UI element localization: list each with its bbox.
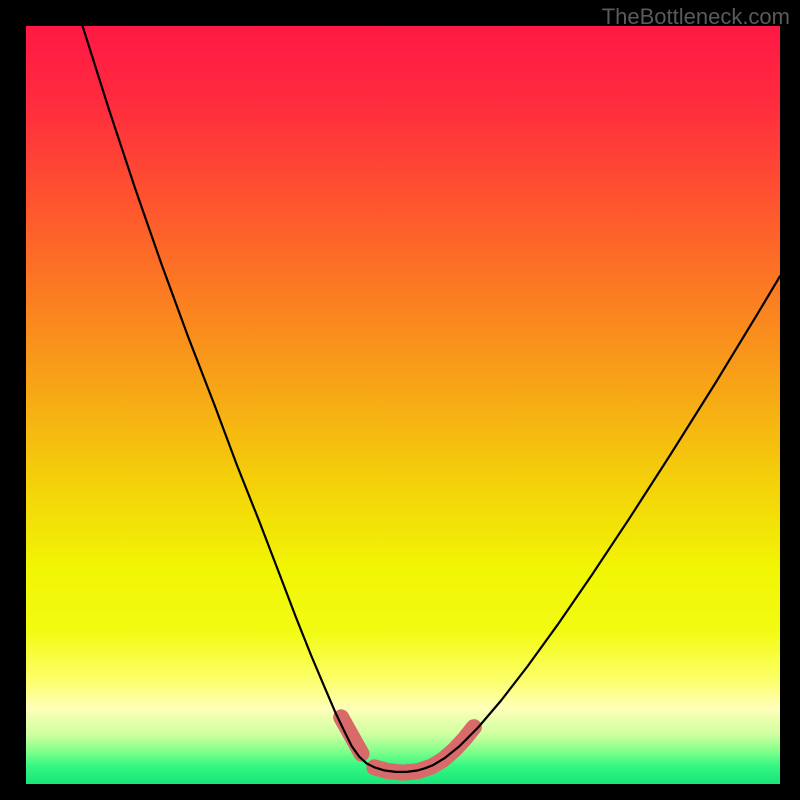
chart-svg	[0, 0, 800, 800]
watermark-text: TheBottleneck.com	[602, 4, 790, 30]
chart-container: TheBottleneck.com	[0, 0, 800, 800]
gradient-background	[26, 26, 780, 784]
